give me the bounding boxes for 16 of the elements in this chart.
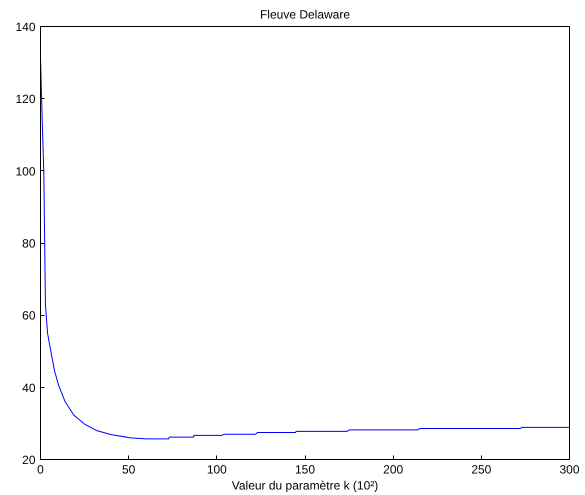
chart-title: Fleuve Delaware bbox=[260, 8, 350, 22]
x-tick-label: 0 bbox=[37, 462, 44, 476]
y-tick-label: 140 bbox=[15, 20, 36, 34]
x-tick-label: 100 bbox=[206, 462, 228, 476]
x-tick-label: 150 bbox=[294, 462, 316, 476]
x-tick-label: 50 bbox=[122, 462, 136, 476]
x-axis-title: Valeur du paramètre k (10²) bbox=[232, 478, 378, 492]
y-tick-label: 40 bbox=[22, 380, 36, 395]
y-tick-label: 20 bbox=[22, 453, 36, 467]
x-tick-label: 200 bbox=[383, 462, 404, 476]
y-tick-label: 60 bbox=[22, 308, 36, 323]
x-tick-label: 250 bbox=[471, 462, 492, 476]
x-tick-label: 300 bbox=[559, 462, 580, 476]
y-tick-label: 100 bbox=[15, 164, 36, 178]
y-tick-label: 120 bbox=[15, 92, 36, 106]
y-tick-label: 80 bbox=[22, 236, 36, 250]
